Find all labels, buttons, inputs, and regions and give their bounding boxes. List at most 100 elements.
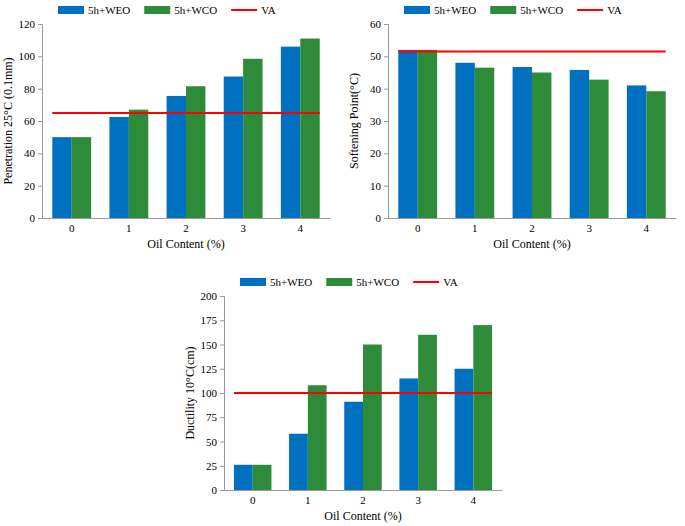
x-axis-line	[225, 490, 503, 491]
x-tick-label: 2	[183, 222, 189, 234]
legend-label: VA	[261, 4, 276, 16]
y-tick-label: 80	[24, 83, 36, 95]
bar	[646, 91, 665, 218]
x-tick: 1	[472, 218, 478, 234]
y-tick-mark	[220, 345, 224, 346]
x-tick-label: 3	[240, 222, 246, 234]
x-tick-label: 1	[305, 494, 311, 506]
y-tick-mark	[220, 417, 224, 418]
y-tick: 120	[19, 18, 43, 30]
y-tick: 50	[370, 50, 388, 62]
legend-item: 5h+WCO	[490, 4, 563, 16]
bar-series	[52, 47, 300, 218]
bar	[570, 70, 589, 218]
bar	[253, 465, 272, 490]
chart: 010203040506001234Oil Content (%)Softeni…	[347, 4, 677, 251]
plot-area	[234, 325, 492, 490]
y-tick-label: 100	[201, 387, 218, 399]
legend-item: VA	[413, 276, 458, 288]
y-tick: 175	[201, 314, 225, 326]
y-tick: 50	[206, 436, 224, 448]
figure: 02040608010012001234Oil Content (%)Penet…	[0, 0, 685, 526]
x-tick: 3	[240, 218, 246, 234]
x-tick: 0	[69, 218, 75, 234]
legend-item: 5h+WEO	[58, 4, 130, 16]
legend: 5h+WEO 5h+WCO VA	[58, 4, 276, 16]
y-axis-line	[38, 25, 43, 219]
x-tick: 0	[250, 490, 256, 506]
y-tick-mark	[384, 121, 388, 122]
bar	[52, 137, 71, 218]
legend-label: 5h+WEO	[88, 4, 130, 16]
line	[234, 392, 492, 394]
legend-swatch	[240, 278, 266, 286]
y-tick-mark	[384, 24, 388, 25]
x-tick: 2	[183, 218, 189, 234]
bar	[281, 47, 300, 218]
y-tick-mark	[220, 466, 224, 467]
legend-label: 5h+WEO	[434, 4, 476, 16]
y-tick-mark	[38, 24, 42, 25]
y-tick-mark	[384, 186, 388, 187]
bar	[72, 137, 91, 218]
y-tick-label: 0	[30, 212, 36, 224]
y-axis-title: Ductility 10°C(cm)	[183, 346, 197, 439]
x-tick: 1	[126, 218, 132, 234]
x-axis-line	[389, 218, 677, 219]
legend-swatch	[490, 6, 516, 14]
bar	[513, 67, 532, 218]
x-tick: 3	[415, 490, 421, 506]
x-axis: 01234	[389, 218, 677, 234]
y-tick-mark	[220, 490, 224, 491]
y-tick-label: 120	[19, 18, 36, 30]
y-tick-label: 40	[370, 83, 382, 95]
x-axis-line	[43, 218, 331, 219]
legend-swatch	[404, 6, 430, 14]
x-axis-title: Oil Content (%)	[147, 237, 224, 251]
bar	[418, 50, 437, 218]
y-tick-mark	[38, 153, 42, 154]
y-axis: 020406080100120	[19, 18, 43, 224]
legend-item: 5h+WCO	[144, 4, 217, 16]
y-axis: 0255075100125150175200	[201, 290, 225, 496]
y-tick-label: 20	[370, 147, 382, 159]
x-tick-label: 4	[298, 222, 304, 234]
bar	[363, 345, 382, 491]
bar	[308, 385, 327, 490]
bar	[224, 77, 243, 218]
plot-area	[52, 39, 319, 218]
chart: 025507510012515017520001234Oil Content (…	[183, 276, 503, 523]
bar	[532, 73, 551, 219]
y-tick: 25	[206, 460, 224, 472]
x-tick: 4	[644, 218, 650, 234]
y-tick: 20	[370, 147, 388, 159]
y-tick: 0	[30, 212, 43, 224]
y-tick-mark	[384, 153, 388, 154]
bar	[475, 68, 494, 218]
y-axis: 0102030405060	[370, 18, 389, 224]
x-tick: 2	[529, 218, 535, 234]
x-tick-label: 1	[472, 222, 478, 234]
bar-series	[253, 325, 492, 490]
legend-swatch	[144, 6, 170, 14]
y-tick-label: 60	[24, 115, 36, 127]
y-tick: 0	[376, 212, 389, 224]
x-tick-label: 2	[360, 494, 366, 506]
y-tick: 0	[212, 484, 225, 496]
bar	[473, 325, 492, 490]
x-tick-label: 3	[586, 222, 592, 234]
y-tick-label: 50	[206, 436, 218, 448]
y-tick-mark	[38, 218, 42, 219]
y-tick: 200	[201, 290, 225, 302]
plot-area	[398, 50, 665, 218]
bar-series	[418, 50, 666, 218]
y-tick-label: 100	[19, 50, 36, 62]
x-tick-label: 4	[471, 494, 477, 506]
chart: 02040608010012001234Oil Content (%)Penet…	[1, 4, 331, 251]
legend: 5h+WEO5h+WCOVA	[240, 276, 458, 288]
y-tick-label: 50	[370, 50, 382, 62]
x-axis: 0 1 2 3 4	[43, 218, 331, 234]
y-tick: 100	[201, 387, 225, 399]
x-tick: 3	[586, 218, 592, 234]
y-tick: 60	[370, 18, 388, 30]
